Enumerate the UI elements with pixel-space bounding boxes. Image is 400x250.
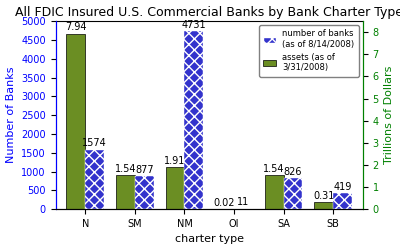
Text: 4731: 4731 bbox=[182, 20, 206, 30]
Bar bbox=[265, 175, 284, 209]
Text: 1574: 1574 bbox=[82, 138, 107, 148]
Bar bbox=[116, 175, 135, 209]
Bar bbox=[314, 202, 333, 209]
Bar bbox=[284, 178, 302, 209]
Title: All FDIC Insured U.S. Commercial Banks by Bank Charter Type: All FDIC Insured U.S. Commercial Banks b… bbox=[15, 6, 400, 18]
Text: 11: 11 bbox=[237, 197, 250, 207]
Text: 1.54: 1.54 bbox=[264, 164, 285, 174]
Bar bbox=[166, 167, 184, 209]
Text: 419: 419 bbox=[334, 182, 352, 192]
X-axis label: charter type: charter type bbox=[175, 234, 244, 244]
Y-axis label: Trillions of Dollars: Trillions of Dollars bbox=[384, 66, 394, 164]
Text: 877: 877 bbox=[135, 165, 154, 175]
Text: 0.02: 0.02 bbox=[214, 198, 235, 207]
Text: 7.94: 7.94 bbox=[65, 22, 87, 32]
Text: 826: 826 bbox=[284, 166, 302, 176]
Text: 1.54: 1.54 bbox=[115, 164, 136, 174]
Text: 1.91: 1.91 bbox=[164, 156, 186, 166]
Bar bbox=[66, 34, 85, 209]
Bar bbox=[135, 176, 154, 209]
Bar bbox=[85, 150, 104, 209]
Bar bbox=[184, 31, 203, 209]
Text: 0.31: 0.31 bbox=[313, 191, 334, 201]
Y-axis label: Number of Banks: Number of Banks bbox=[6, 67, 16, 164]
Bar bbox=[333, 194, 352, 209]
Legend: number of banks
(as of 8/14/2008), assets (as of
3/31/2008): number of banks (as of 8/14/2008), asset… bbox=[259, 25, 359, 76]
